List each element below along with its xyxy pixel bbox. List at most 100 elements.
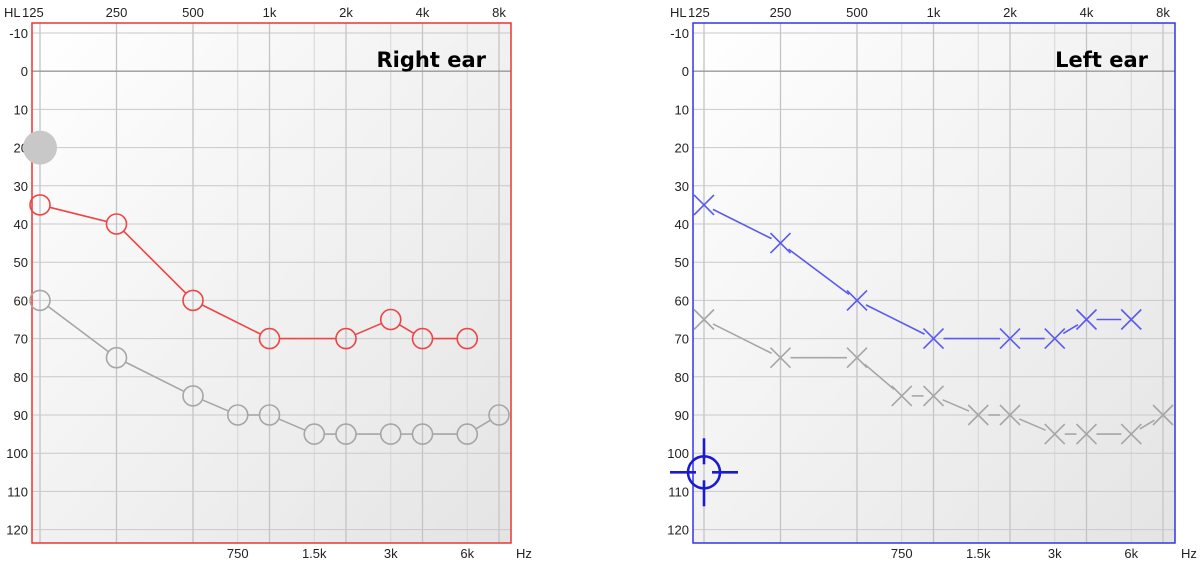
y-tick-label: 70	[675, 332, 689, 347]
hl-label: HL	[670, 5, 687, 20]
y-tick-label: 90	[675, 408, 689, 423]
data-point-circle	[456, 327, 479, 350]
data-point-x	[846, 347, 868, 369]
data-point-circle	[29, 289, 51, 312]
right-ear-plot-area	[32, 23, 511, 543]
top-tick-label: 1k	[927, 5, 941, 20]
y-tick-label: 80	[14, 370, 28, 385]
series-line	[201, 399, 229, 412]
y-tick-label: 120	[667, 523, 689, 538]
y-tick-label: 110	[668, 484, 689, 499]
data-point-circle	[411, 327, 434, 350]
data-point-x	[1075, 308, 1098, 331]
series-line	[125, 361, 185, 393]
data-point-x	[891, 385, 913, 407]
top-tick-label: 8k	[1156, 5, 1170, 20]
data-point-x	[846, 289, 868, 311]
y-tick-label: 70	[14, 332, 28, 347]
top-tick-label: 125	[22, 5, 44, 20]
bottom-tick-label: 750	[227, 546, 249, 561]
left-ear-series-0	[693, 194, 1142, 350]
y-tick-label: 40	[675, 217, 689, 232]
y-tick-label: 60	[14, 293, 28, 308]
series-line	[475, 419, 491, 430]
top-tick-label: 2k	[339, 5, 353, 20]
y-tick-label: -10	[9, 26, 28, 41]
data-point-circle	[105, 213, 128, 235]
top-tick-label: 1k	[263, 5, 277, 20]
series-line	[398, 323, 415, 335]
right-ear-frame	[31, 22, 512, 544]
series-line	[47, 305, 109, 353]
left-ear-horizontal-gridlines	[693, 32, 1175, 531]
right-ear-title: Right ear	[377, 48, 487, 72]
series-line	[49, 206, 107, 223]
top-tick-label: 250	[770, 5, 792, 20]
left-ear-series-1	[693, 308, 1174, 445]
data-point-x	[693, 194, 715, 216]
y-tick-label: 120	[6, 523, 28, 538]
data-point-circle	[335, 327, 357, 350]
y-tick-label: 0	[21, 64, 28, 79]
data-point-circle	[411, 423, 434, 445]
series-line	[864, 363, 895, 391]
data-point-circle	[105, 346, 128, 369]
y-tick-label: 50	[675, 255, 689, 270]
y-tick-label: 80	[675, 370, 689, 385]
top-tick-label: 125	[688, 5, 710, 20]
series-line	[1018, 418, 1046, 431]
series-line	[201, 304, 261, 335]
y-tick-label: 20	[675, 141, 689, 156]
y-tick-label: 40	[14, 217, 28, 232]
crosshair-cursor-icon	[670, 438, 738, 507]
data-point-x	[999, 328, 1021, 350]
left-ear-frame	[692, 22, 1176, 544]
data-point-x	[1120, 423, 1142, 445]
top-tick-label: 8k	[492, 5, 506, 20]
y-tick-label: 60	[675, 293, 689, 308]
y-tick-label: 90	[14, 408, 28, 423]
y-tick-label: 110	[7, 484, 28, 499]
bottom-tick-label: 6k	[1124, 546, 1138, 561]
series-line	[1139, 419, 1155, 430]
bottom-tick-label: 3k	[384, 546, 398, 561]
right-ear-horizontal-gridlines	[32, 32, 511, 531]
hz-label: Hz	[516, 546, 532, 561]
data-point-circle	[182, 385, 204, 407]
series-line	[788, 248, 850, 296]
left-ear-title: Left ear	[1055, 48, 1149, 72]
y-tick-label: 10	[675, 102, 689, 117]
series-line	[354, 322, 382, 336]
bottom-tick-label: 3k	[1048, 546, 1062, 561]
data-point-circle	[488, 404, 510, 426]
hz-label: Hz	[1181, 546, 1197, 561]
bottom-tick-label: 750	[891, 546, 913, 561]
y-tick-label: 100	[667, 446, 689, 461]
top-tick-label: 500	[846, 5, 868, 20]
data-point-x	[999, 404, 1021, 426]
y-tick-label: 50	[14, 255, 28, 270]
data-point-circle	[335, 423, 357, 445]
y-tick-label: 10	[14, 102, 28, 117]
data-point-x	[1120, 308, 1142, 331]
data-point-x	[922, 385, 945, 407]
data-point-circle	[303, 423, 326, 445]
data-point-x	[1044, 328, 1066, 350]
series-line	[865, 304, 925, 335]
right-ear-series-1	[29, 289, 510, 445]
top-tick-label: 4k	[1080, 5, 1094, 20]
data-point-circle	[258, 327, 281, 350]
bottom-tick-label: 1.5k	[966, 546, 991, 561]
data-point-x	[1044, 423, 1066, 445]
data-point-x	[769, 232, 792, 254]
left-ear-audiogram: HL 125 250 500 1k 2k 4k 8k 750 1.5k 3k 6k Hz -10 0 10 20…	[667, 5, 1197, 561]
hl-label: HL	[4, 5, 21, 20]
data-point-x	[769, 347, 792, 369]
y-tick-label: 0	[682, 64, 689, 79]
series-line	[1062, 323, 1079, 335]
data-point-circle	[258, 404, 281, 426]
top-tick-label: 4k	[416, 5, 430, 20]
series-line	[712, 208, 772, 240]
